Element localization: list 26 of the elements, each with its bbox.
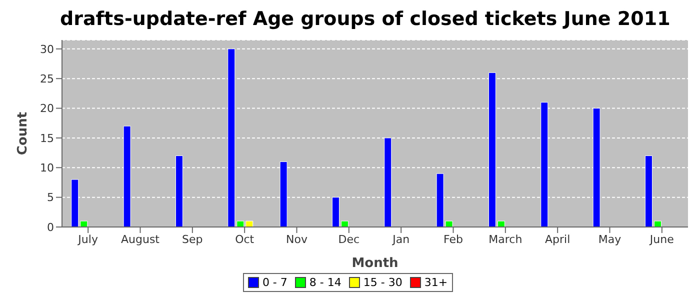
x-tick-label: July	[77, 232, 98, 246]
y-tick-label: 0	[47, 220, 54, 234]
x-tick-label: Oct	[235, 232, 255, 246]
x-tick-label: Jan	[392, 232, 410, 246]
y-tick-label: 10	[40, 162, 54, 175]
x-tick-label: Sep	[182, 232, 203, 246]
y-tick-label: 5	[47, 191, 54, 204]
legend-label: 15 - 30	[362, 276, 402, 289]
x-tick-label: Feb	[444, 232, 463, 246]
x-axis-title: Month	[352, 256, 398, 271]
y-tick-label: 30	[40, 42, 54, 56]
x-tick-label: Dec	[338, 232, 360, 246]
y-axis-title: Count	[16, 112, 31, 156]
legend-label: 8 - 14	[308, 276, 342, 289]
legend-label: 0 - 7	[261, 276, 288, 289]
legend-label: 31+	[423, 276, 448, 289]
x-tick-label: March	[488, 232, 522, 246]
x-tick-label: June	[648, 232, 674, 246]
y-tick-label: 20	[40, 102, 54, 116]
y-tick-label: 25	[40, 72, 54, 86]
x-tick-label: April	[545, 232, 570, 246]
x-tick-label: May	[598, 232, 622, 246]
x-tick-label: August	[121, 232, 160, 246]
chart-title: drafts-update-ref Age groups of closed tickets June 2011	[60, 8, 672, 32]
y-tick-label: 15	[40, 132, 54, 145]
x-tick-label: Nov	[286, 232, 308, 246]
